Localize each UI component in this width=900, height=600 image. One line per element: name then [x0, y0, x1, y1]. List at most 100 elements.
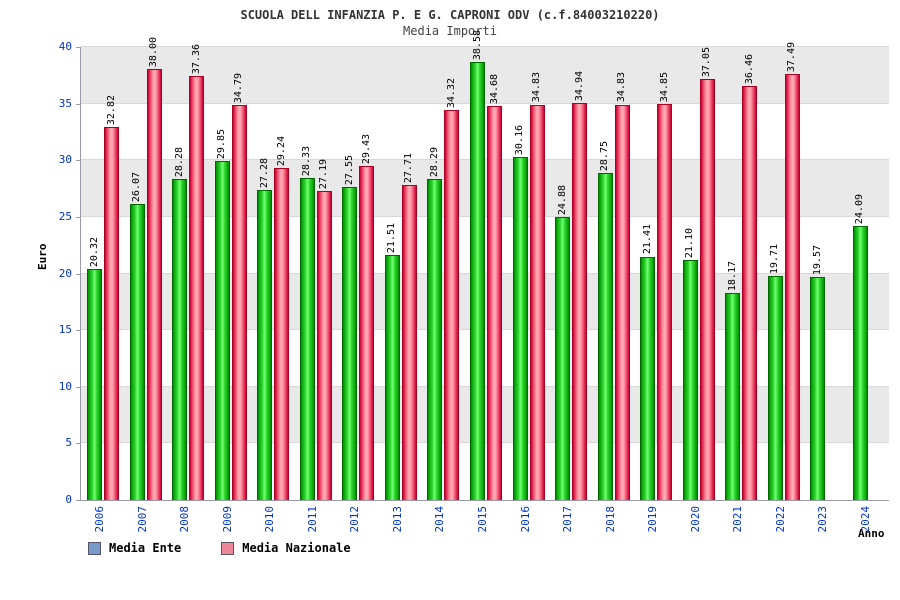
media-nazionale-swatch-icon [221, 541, 235, 555]
bar-value-label: 34.68 [488, 74, 500, 105]
bar-value-label: 27.28 [258, 157, 270, 189]
x-tick-label: 2006 [93, 506, 107, 533]
legend-label-media-nazionale: Media Nazionale [242, 541, 351, 555]
x-tick-label: 2020 [688, 506, 702, 533]
bar-media-ente [470, 62, 485, 500]
bar-value-label: 29.24 [275, 135, 287, 166]
x-tick-label: 2010 [263, 506, 277, 533]
bar-value-label: 34.32 [445, 78, 457, 109]
bar-media-ente [640, 256, 656, 500]
media-ente-swatch-icon [88, 541, 101, 555]
bar-media-ente [512, 157, 528, 500]
bar-media-nazionale [614, 104, 630, 500]
bar-media-ente [384, 255, 400, 500]
x-tick-label: 2015 [476, 506, 489, 533]
x-tick-label: 2024 [858, 506, 872, 533]
bar-value-label: 24.88 [556, 185, 568, 216]
bar-media-ente [597, 173, 613, 500]
bar-value-label: 27.19 [318, 158, 330, 190]
bar-value-label: 34.83 [531, 72, 543, 103]
y-tick-label: 25 [58, 209, 72, 223]
x-tick-label: 2011 [305, 506, 319, 533]
bar-value-label: 19.71 [769, 243, 781, 274]
bar-media-ente [299, 178, 315, 500]
bar-media-nazionale [146, 68, 162, 500]
y-tick-mark [76, 47, 80, 48]
bar-value-label: 19.57 [811, 245, 823, 276]
bar-value-label: 30.16 [514, 125, 526, 156]
bar-media-nazionale [401, 185, 417, 500]
bar-media-ente [342, 187, 358, 500]
bar-media-ente [767, 275, 783, 500]
bar-media-ente [555, 217, 571, 500]
bar-value-label: 36.46 [743, 53, 755, 85]
x-axis-label: Anno [858, 527, 885, 540]
bar-media-nazionale [359, 165, 375, 500]
x-tick-label: 2008 [178, 506, 192, 533]
legend-label-media-ente: Media Ente [109, 541, 182, 555]
bar-value-label: 37.05 [701, 47, 713, 78]
bar-value-label: 28.28 [173, 146, 185, 177]
bar-media-nazionale [657, 104, 673, 500]
bar-value-label: 18.17 [726, 261, 738, 292]
y-tick-label: 5 [65, 436, 72, 450]
x-tick-label: 2012 [348, 506, 362, 533]
bar-media-ente [725, 293, 741, 500]
bar-media-ente [87, 268, 103, 500]
bar-value-label: 20.32 [88, 236, 100, 267]
bar-value-label: 27.71 [403, 153, 415, 184]
bar-value-label: 34.79 [233, 72, 245, 104]
bar-media-ente [810, 277, 826, 500]
y-tick-label: 10 [58, 379, 72, 393]
bar-media-ente [852, 226, 868, 500]
bar-value-label: 28.75 [599, 141, 611, 172]
gridline [81, 159, 889, 161]
bar-value-label: 34.83 [616, 72, 628, 103]
x-tick-label: 2013 [390, 506, 404, 533]
y-tick-mark [76, 216, 80, 218]
bar-media-nazionale [487, 106, 502, 500]
y-tick-mark [76, 443, 80, 445]
bar-media-nazionale [784, 74, 800, 500]
y-tick-label: 35 [58, 96, 72, 110]
bar-value-label: 38.00 [148, 36, 160, 67]
x-tick-label: 2019 [646, 506, 660, 533]
gridline [81, 329, 889, 331]
y-tick-label: 30 [58, 153, 72, 167]
gridline [81, 102, 889, 104]
bar-value-label: 26.07 [131, 171, 143, 202]
bar-media-ente [172, 178, 188, 500]
x-tick-label: 2009 [220, 506, 234, 533]
y-tick-mark [76, 500, 80, 501]
y-tick-label: 40 [58, 40, 72, 53]
bar-value-label: 38.58 [471, 29, 483, 61]
bar-media-nazionale [274, 167, 290, 500]
x-tick-label: 2017 [561, 506, 575, 533]
bar-media-nazionale [189, 75, 205, 500]
bar-media-nazionale [699, 79, 715, 500]
bar-value-label: 24.09 [854, 194, 866, 225]
bar-value-label: 21.41 [641, 224, 653, 255]
bar-media-ente [129, 203, 145, 500]
bar-value-label: 21.10 [684, 227, 696, 259]
bar-media-nazionale [529, 104, 545, 500]
x-tick-label: 2023 [816, 506, 830, 533]
y-tick-label: 15 [58, 323, 72, 337]
x-tick-label: 2007 [135, 506, 149, 533]
bar-value-label: 28.29 [428, 146, 440, 177]
legend: Media Ente Media Nazionale [88, 541, 351, 555]
bar-media-nazionale [572, 103, 588, 500]
bar-value-label: 34.94 [573, 71, 585, 102]
gridline [81, 272, 889, 274]
gridline [81, 46, 889, 47]
x-tick-label: 2016 [518, 506, 532, 533]
bar-value-label: 32.82 [105, 95, 117, 126]
y-tick-mark [76, 103, 80, 105]
legend-item-media-ente: Media Ente [88, 541, 181, 555]
bar-value-label: 28.33 [301, 146, 313, 177]
bar-value-label: 29.43 [360, 133, 372, 164]
x-tick-label: 2014 [433, 506, 447, 533]
y-tick-mark [76, 330, 80, 332]
bar-value-label: 37.36 [190, 43, 202, 74]
